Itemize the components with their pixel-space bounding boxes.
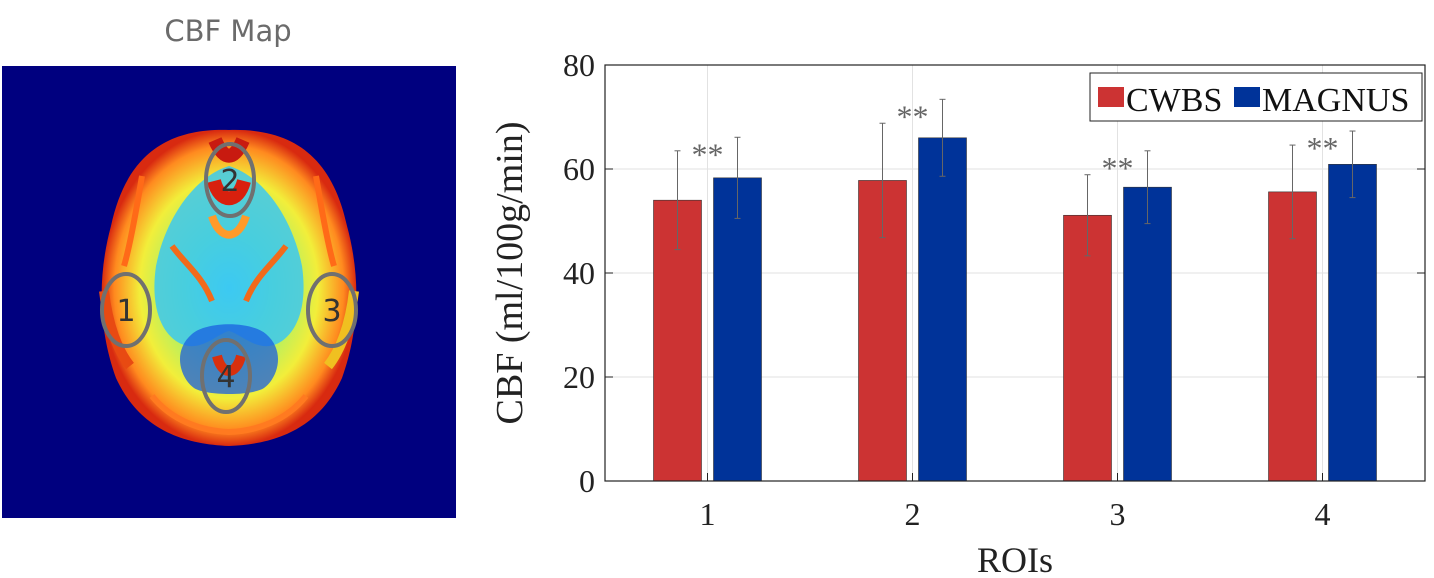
bar-magnus-1: [713, 177, 762, 482]
bar-magnus-2: [918, 137, 967, 482]
cbf-map-image: 1 2 3 4: [2, 66, 456, 518]
legend-label-magnus: MAGNUS: [1262, 82, 1409, 119]
x-axis-label: ROIs: [977, 540, 1053, 578]
roi-2-label: 2: [220, 164, 239, 199]
significance-marker: **: [1102, 150, 1134, 186]
bar-magnus-3: [1123, 186, 1172, 482]
roi-4-label: 4: [216, 360, 235, 395]
x-tick-label: 1: [700, 496, 716, 532]
y-tick-label: 80: [563, 47, 595, 83]
legend-swatch-magnus: [1234, 87, 1260, 107]
bar-cwbs-3: [1063, 214, 1112, 482]
x-tick-label: 4: [1315, 496, 1331, 532]
y-tick-label: 0: [579, 463, 595, 499]
y-tick-label: 60: [563, 151, 595, 187]
significance-marker: **: [897, 98, 929, 134]
brain-slice: [99, 129, 359, 446]
significance-marker: **: [1307, 130, 1339, 166]
roi-1-label: 1: [116, 294, 135, 329]
roi-4-ellipse: [200, 338, 252, 414]
cbf-map-title: CBF Map: [164, 14, 292, 48]
significance-marker: **: [692, 136, 724, 172]
roi-3-label: 3: [322, 294, 341, 329]
x-tick-label: 2: [905, 496, 921, 532]
bar-magnus-4: [1328, 164, 1377, 482]
roi-2-ellipse: [204, 142, 256, 218]
roi-1-ellipse: [100, 272, 152, 348]
x-tick-label: 3: [1110, 496, 1126, 532]
legend-swatch-cwbs: [1098, 87, 1124, 107]
y-tick-label: 40: [563, 255, 595, 291]
y-tick-label: 20: [563, 359, 595, 395]
y-axis-label: CBF (ml/100g/min): [489, 122, 531, 425]
roi-3-ellipse: [306, 272, 358, 348]
legend-label-cwbs: CWBS: [1126, 82, 1222, 119]
